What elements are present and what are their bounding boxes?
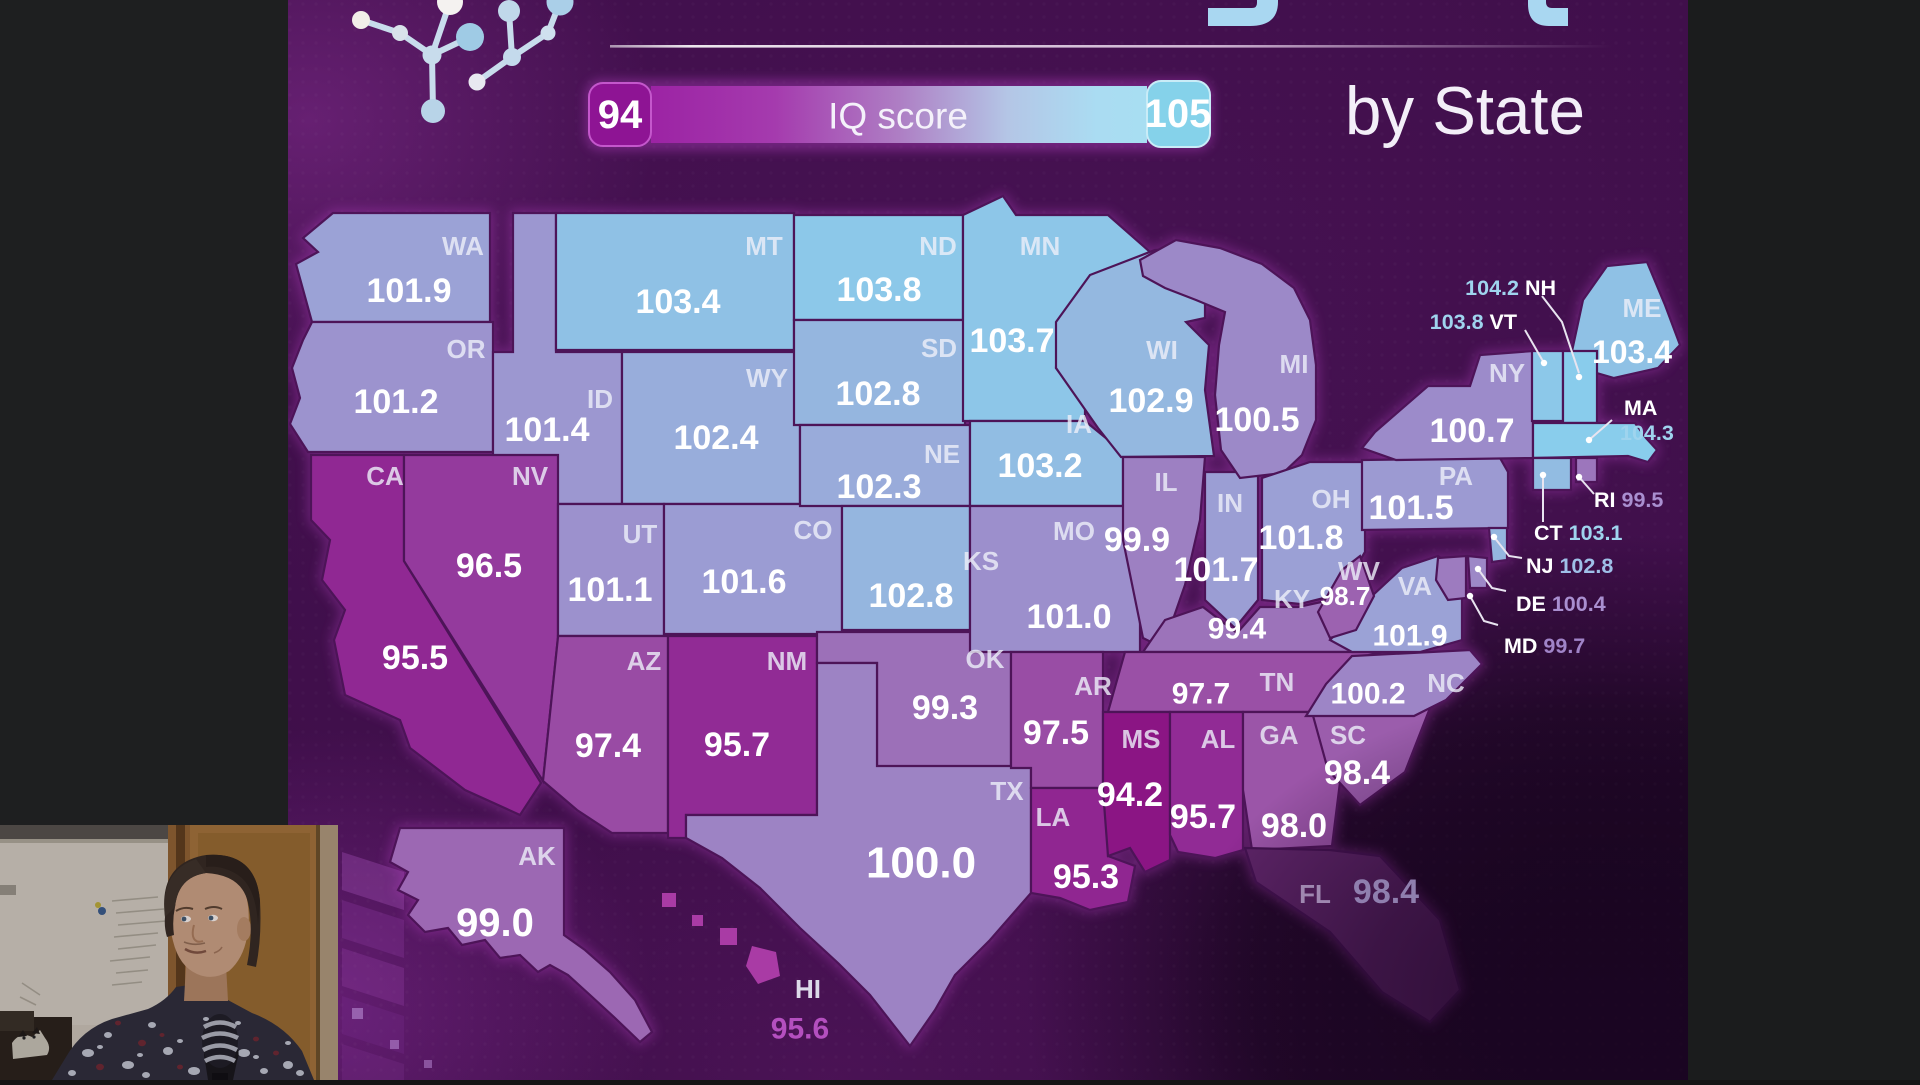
svg-text:101.9: 101.9	[366, 272, 451, 310]
svg-text:100.2: 100.2	[1330, 678, 1405, 711]
svg-text:CO: CO	[794, 515, 833, 545]
svg-text:NE: NE	[924, 439, 960, 469]
svg-text:97.4: 97.4	[575, 727, 641, 765]
svg-text:103.4: 103.4	[635, 283, 720, 321]
svg-text:VA: VA	[1398, 571, 1432, 601]
svg-text:HI: HI	[795, 974, 821, 1004]
svg-text:101.0: 101.0	[1026, 598, 1111, 636]
svg-text:101.8: 101.8	[1258, 519, 1343, 557]
svg-text:DE 100.4: DE 100.4	[1516, 592, 1606, 616]
svg-text:101.4: 101.4	[504, 411, 589, 449]
svg-text:IL: IL	[1154, 467, 1177, 497]
svg-text:MA: MA	[1624, 396, 1657, 420]
svg-text:OH: OH	[1312, 484, 1351, 514]
svg-text:101.2: 101.2	[353, 383, 438, 421]
svg-text:WY: WY	[746, 363, 788, 393]
svg-text:102.3: 102.3	[836, 468, 921, 506]
svg-text:102.8: 102.8	[868, 577, 953, 615]
svg-text:103.2: 103.2	[997, 447, 1082, 485]
svg-text:102.4: 102.4	[673, 419, 758, 457]
svg-text:MT: MT	[745, 231, 783, 261]
svg-text:MS: MS	[1122, 724, 1161, 754]
svg-text:104.3: 104.3	[1620, 421, 1674, 445]
svg-text:100.5: 100.5	[1214, 401, 1299, 439]
svg-text:UT: UT	[623, 519, 658, 549]
svg-text:95.7: 95.7	[1170, 798, 1236, 836]
svg-text:ID: ID	[587, 384, 613, 414]
svg-text:94: 94	[598, 93, 643, 137]
svg-text:TX: TX	[990, 776, 1024, 806]
svg-text:SD: SD	[921, 333, 957, 363]
svg-text:IN: IN	[1217, 488, 1243, 518]
svg-text:MI: MI	[1280, 349, 1309, 379]
svg-text:103.8 VT: 103.8 VT	[1430, 310, 1517, 334]
svg-text:by State: by State	[1345, 73, 1585, 149]
svg-text:97.5: 97.5	[1023, 714, 1089, 752]
svg-text:99.4: 99.4	[1208, 613, 1267, 646]
svg-text:CT 103.1: CT 103.1	[1534, 521, 1622, 545]
svg-text:PA: PA	[1439, 461, 1473, 491]
svg-text:102.8: 102.8	[835, 375, 920, 413]
svg-text:103.7: 103.7	[969, 322, 1054, 360]
svg-text:104.2 NH: 104.2 NH	[1465, 276, 1556, 300]
svg-text:OK: OK	[966, 644, 1005, 674]
svg-text:97.7: 97.7	[1172, 678, 1230, 711]
svg-text:MN: MN	[1020, 231, 1060, 261]
svg-text:101.6: 101.6	[701, 563, 786, 601]
svg-text:101.5: 101.5	[1368, 489, 1453, 527]
svg-text:96.5: 96.5	[456, 547, 522, 585]
svg-text:AR: AR	[1074, 671, 1112, 701]
svg-text:98.0: 98.0	[1261, 807, 1327, 845]
svg-text:103.8: 103.8	[836, 271, 921, 309]
svg-text:WI: WI	[1146, 335, 1178, 365]
svg-text:ND: ND	[919, 231, 957, 261]
svg-text:AZ: AZ	[627, 646, 662, 676]
svg-text:IQ score: IQ score	[828, 96, 968, 137]
svg-text:CA: CA	[366, 461, 404, 491]
svg-text:KY: KY	[1274, 584, 1310, 614]
svg-text:IA: IA	[1066, 409, 1092, 439]
svg-text:NV: NV	[512, 461, 549, 491]
svg-text:AL: AL	[1201, 724, 1236, 754]
svg-text:WV: WV	[1338, 556, 1381, 586]
svg-text:95.5: 95.5	[382, 639, 448, 677]
svg-text:101.9: 101.9	[1372, 620, 1447, 653]
svg-text:103.4: 103.4	[1592, 334, 1672, 370]
svg-text:100.0: 100.0	[866, 839, 976, 888]
svg-text:105: 105	[1145, 92, 1212, 136]
svg-text:99.3: 99.3	[912, 689, 978, 727]
svg-text:98.4: 98.4	[1353, 873, 1419, 911]
svg-text:94.2: 94.2	[1097, 776, 1163, 814]
svg-text:SC: SC	[1330, 720, 1366, 750]
svg-text:LA: LA	[1036, 802, 1071, 832]
svg-text:WA: WA	[442, 231, 484, 261]
svg-text:RI 99.5: RI 99.5	[1594, 488, 1663, 512]
svg-text:ME: ME	[1623, 293, 1662, 323]
svg-text:98.4: 98.4	[1324, 754, 1390, 792]
svg-text:101.7: 101.7	[1173, 551, 1258, 589]
svg-text:95.6: 95.6	[771, 1013, 829, 1046]
svg-text:FL: FL	[1299, 879, 1331, 909]
svg-text:MO: MO	[1053, 516, 1095, 546]
svg-text:99.9: 99.9	[1104, 521, 1170, 559]
svg-text:99.0: 99.0	[456, 901, 534, 945]
svg-text:NM: NM	[767, 646, 807, 676]
svg-text:102.9: 102.9	[1108, 382, 1193, 420]
svg-text:GA: GA	[1260, 720, 1299, 750]
svg-text:NY: NY	[1489, 358, 1525, 388]
svg-text:MD 99.7: MD 99.7	[1504, 634, 1585, 658]
svg-text:95.7: 95.7	[704, 726, 770, 764]
svg-text:OR: OR	[447, 334, 486, 364]
svg-text:95.3: 95.3	[1053, 858, 1119, 896]
svg-text:101.1: 101.1	[567, 571, 652, 609]
svg-text:98.7: 98.7	[1320, 581, 1371, 611]
svg-text:AK: AK	[518, 841, 556, 871]
svg-text:KS: KS	[963, 546, 999, 576]
svg-text:NJ 102.8: NJ 102.8	[1526, 554, 1613, 578]
svg-text:100.7: 100.7	[1429, 412, 1514, 450]
svg-text:NC: NC	[1427, 668, 1465, 698]
svg-text:TN: TN	[1260, 667, 1295, 697]
